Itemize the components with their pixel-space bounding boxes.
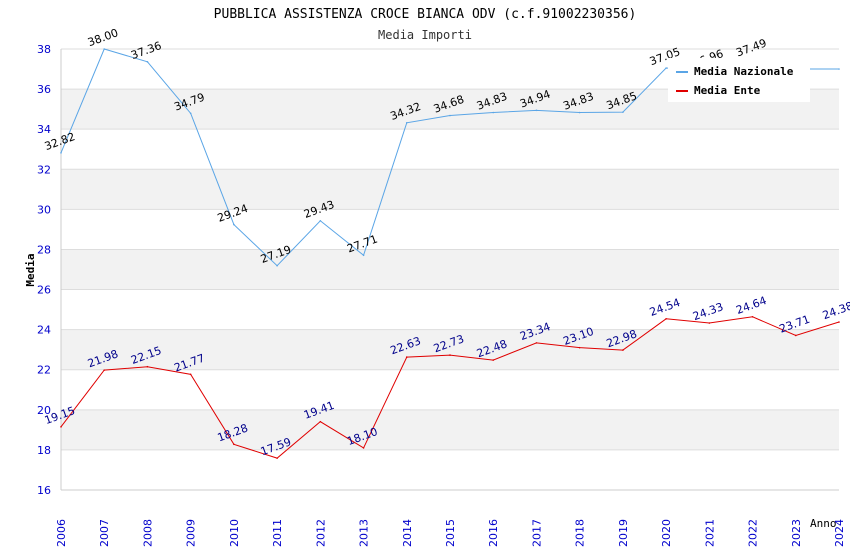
data-point (622, 349, 624, 351)
y-tick-label: 24 (37, 324, 51, 337)
data-point (233, 223, 235, 226)
data-label: 24.38 (821, 299, 850, 322)
data-point (189, 112, 192, 115)
x-tick-label: 2023 (790, 519, 803, 547)
x-tick-label: 2021 (703, 519, 716, 547)
x-tick-label: 2018 (574, 519, 587, 547)
plot-band (61, 329, 839, 370)
data-label: 24.64 (734, 294, 768, 317)
y-tick-label: 20 (37, 404, 51, 417)
data-point (492, 111, 495, 114)
x-tick-label: 2008 (141, 519, 154, 547)
y-tick-label: 16 (37, 484, 51, 497)
data-point (665, 318, 667, 320)
y-axis-label: Media (24, 253, 37, 286)
data-point (319, 219, 322, 222)
chart-title: PUBBLICA ASSISTENZA CROCE BIANCA ODV (c.… (214, 7, 637, 22)
y-tick-label: 32 (37, 163, 51, 176)
x-tick-label: 2017 (530, 519, 543, 547)
x-tick-label: 2020 (660, 519, 673, 547)
y-tick-label: 28 (37, 243, 51, 256)
data-point (189, 373, 192, 376)
plot-band (61, 249, 839, 290)
y-tick-label: 18 (37, 444, 51, 457)
data-point (319, 420, 322, 423)
chart-subtitle: Media Importi (378, 28, 472, 42)
y-tick-label: 38 (37, 43, 51, 56)
data-point (362, 254, 365, 257)
data-point (492, 359, 495, 361)
x-tick-label: 2006 (55, 519, 68, 547)
data-label: 24.33 (691, 300, 725, 323)
data-point (751, 316, 754, 318)
data-point (60, 152, 62, 154)
x-tick-label: 2015 (444, 519, 457, 547)
data-label: 38.00 (86, 26, 120, 49)
data-point (622, 111, 624, 113)
data-label: 37.36 (129, 39, 163, 62)
x-tick-label: 2014 (401, 519, 414, 547)
data-point (665, 67, 667, 69)
x-tick-label: 2010 (228, 519, 241, 547)
data-point (60, 426, 62, 428)
x-tick-label: 2016 (487, 519, 500, 547)
data-point (103, 369, 106, 371)
data-point (146, 365, 149, 368)
x-tick-label: 2022 (747, 519, 760, 547)
y-tick-label: 34 (37, 123, 51, 136)
data-point (103, 48, 106, 50)
y-tick-label: 22 (37, 364, 51, 377)
data-point (708, 322, 711, 324)
data-point (578, 111, 581, 114)
x-tick-label: 2013 (358, 519, 371, 547)
data-label: 37.49 (734, 36, 768, 59)
plot-band (61, 409, 839, 450)
axes (60, 48, 839, 491)
legend-label-media-nazionale: Media Nazionale (694, 65, 794, 78)
data-point (449, 114, 451, 117)
data-point (535, 342, 538, 344)
x-tick-label: 2007 (98, 519, 111, 547)
data-point (362, 447, 365, 449)
data-point (838, 321, 840, 323)
data-point (405, 121, 408, 124)
legend: Media Nazionale Media Ente (668, 58, 810, 102)
data-point (276, 457, 278, 459)
data-point (233, 443, 235, 446)
legend-box (668, 58, 810, 102)
data-point (578, 346, 581, 349)
x-axis-label: Anno (810, 517, 837, 530)
legend-label-media-ente: Media Ente (694, 84, 761, 97)
x-tick-label: 2024 (833, 519, 846, 547)
x-tick-label: 2009 (185, 519, 198, 547)
data-point (449, 354, 451, 356)
y-tick-label: 26 (37, 284, 51, 297)
data-point (838, 68, 840, 70)
plot-bands (61, 89, 839, 450)
x-tick-label: 2019 (617, 519, 630, 547)
data-point (276, 264, 278, 267)
y-tick-label: 30 (37, 203, 51, 216)
plot-band (61, 169, 839, 210)
data-label: 24.54 (648, 296, 682, 319)
data-point (794, 334, 797, 337)
x-tick-label: 2012 (314, 519, 327, 547)
y-tick-label: 36 (37, 83, 51, 96)
data-point (405, 356, 408, 358)
data-point (535, 109, 538, 112)
data-point (146, 61, 149, 63)
x-tick-label: 2011 (271, 519, 284, 547)
